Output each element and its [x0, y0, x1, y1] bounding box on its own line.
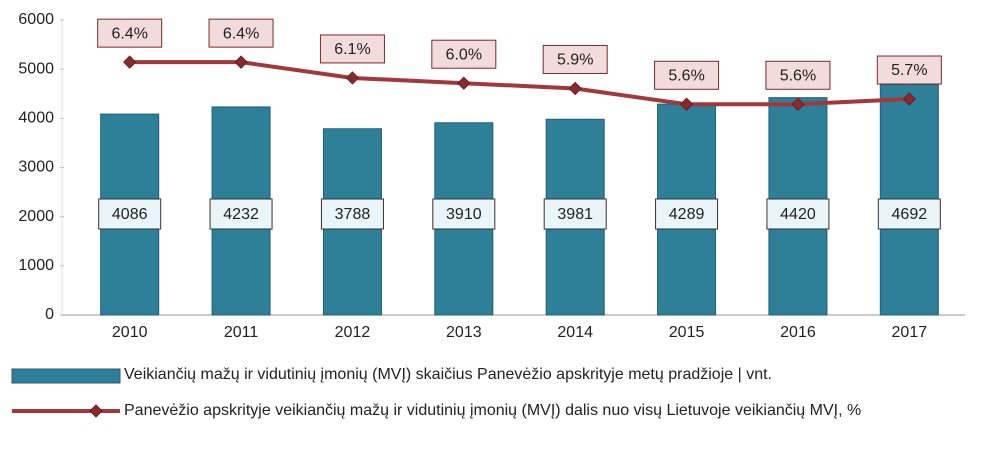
- data-label: 6.4%: [223, 25, 259, 42]
- data-label-box: [542, 44, 608, 74]
- data-label-box: [543, 198, 607, 230]
- legend-label: Veikiančių mažų ir vidutinių įmonių (MVĮ…: [124, 366, 772, 383]
- data-label: 5.9%: [557, 52, 593, 69]
- marker: [791, 97, 805, 111]
- data-label-box: [319, 34, 385, 64]
- data-label: 3910: [446, 206, 482, 223]
- x-tick-label: 2017: [892, 324, 928, 341]
- data-label: 4420: [780, 206, 816, 223]
- data-label-box: [98, 198, 162, 230]
- data-label-box: [320, 198, 384, 230]
- data-label: 4086: [112, 206, 148, 223]
- y-tick-label: 6000: [18, 11, 54, 28]
- data-label: 5.7%: [891, 62, 927, 79]
- data-label-box: [432, 198, 496, 230]
- legend-bar-swatch: [11, 368, 121, 384]
- marker: [568, 81, 582, 96]
- line: [129, 60, 910, 107]
- data-label: 5.6%: [780, 68, 816, 85]
- data-label: 4289: [669, 206, 705, 223]
- data-label: 6.4%: [111, 25, 147, 42]
- x-tick-label: 2014: [557, 324, 593, 341]
- marker: [122, 55, 137, 69]
- marker: [457, 76, 471, 90]
- data-label-box: [766, 198, 830, 230]
- legend-item: Panevėžio apskrityje veikiančių mažų ir …: [0, 400, 990, 448]
- legend-item: Veikiančių mažų ir vidutinių įmonių (MVĮ…: [0, 364, 990, 388]
- legend-label: Panevėžio apskrityje veikiančių mažų ir …: [124, 402, 862, 419]
- data-label-box: [655, 198, 719, 230]
- x-tick-label: 2010: [112, 324, 148, 341]
- data-label-box: [877, 198, 941, 230]
- y-tick-label: 1000: [18, 257, 54, 274]
- data-label-box: [876, 55, 942, 85]
- data-label: 4232: [223, 206, 259, 223]
- marker: [345, 71, 360, 85]
- data-label-box: [209, 198, 273, 230]
- x-tick-label: 2012: [335, 324, 371, 341]
- x-tick-label: 2011: [224, 324, 259, 341]
- data-label-box: [97, 18, 163, 48]
- legend-marker-swatch: [89, 404, 103, 418]
- x-tick-label: 2015: [669, 324, 705, 341]
- marker: [679, 97, 694, 111]
- x-tick-label: 2016: [780, 324, 816, 341]
- marker: [902, 92, 917, 106]
- y-tick-label: 3000: [18, 159, 54, 176]
- y-tick-label: 4000: [18, 110, 54, 127]
- x-tick-label: 2013: [446, 324, 482, 341]
- y-tick-label: 2000: [18, 208, 54, 225]
- data-label: 3981: [557, 206, 593, 223]
- data-label: 4692: [892, 206, 928, 223]
- data-label: 5.6%: [668, 68, 704, 85]
- data-label: 6.1%: [334, 41, 370, 58]
- data-label-box: [208, 18, 274, 48]
- data-label-box: [765, 60, 831, 90]
- marker: [234, 55, 248, 69]
- data-label-box: [654, 60, 720, 90]
- data-label: 3788: [335, 206, 371, 223]
- data-label: 6.0%: [446, 46, 482, 63]
- y-tick-label: 0: [45, 306, 54, 323]
- legend-swatch: [11, 368, 121, 384]
- chart: 0 1000 2000 3000 4000 5000 6000 4086 4232 3788 391…: [18, 11, 965, 341]
- y-tick-label: 5000: [18, 60, 54, 77]
- legend-swatch: [12, 404, 120, 418]
- data-label-box: [431, 39, 497, 69]
